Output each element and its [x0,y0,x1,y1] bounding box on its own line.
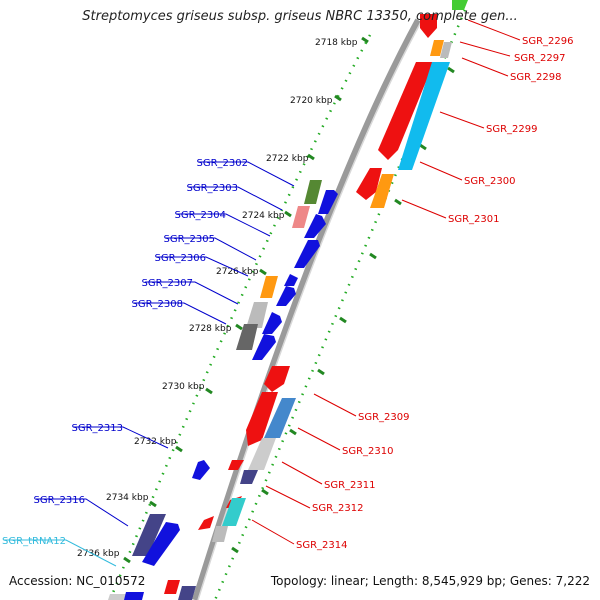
gene-sgr2314c-shape [212,526,228,542]
gene-label-sgr2304: SGR_2304 [175,210,227,221]
gene-label-sgr2300: SGR_2300 [464,176,516,187]
accession-text: Accession: NC_010572 [9,574,146,588]
ruler-label: 2722 kbp [266,154,309,164]
ruler-ticks [123,36,455,564]
reverse-genes [164,0,468,600]
gene-sgr2301-shape [370,174,394,208]
gene-sgr2311b-shape [228,460,244,470]
gene-sgr2310b-shape [264,398,296,438]
gene-sgr2308d-shape [252,334,276,360]
gene-bottom-navy [178,586,196,600]
forward-genes [108,180,338,600]
gene-sgr2316b-shape [142,522,180,566]
gene-label-sgr2298: SGR_2298 [510,72,562,83]
reverse-connectors [251,19,521,545]
gene-sgr2307-shape [260,276,278,298]
gene-sgr2307b-shape [276,286,296,306]
gene-sgr2300-shape [356,168,382,200]
gene-label-sgr2305: SGR_2305 [164,234,216,245]
ruler-label: 2726 kbp [216,267,259,277]
gene-green-top [452,0,468,10]
gene-sgr2314b-shape [198,516,214,530]
ruler-label: 2718 kbp [315,38,358,48]
gene-bottom-white [108,594,126,600]
forward-gene-labels: SGR_2302 SGR_2303 SGR_2304 SGR_2305 SGR_… [34,158,249,506]
gene-sgr2299-shape [398,62,450,170]
gene-sgr2312-shape [240,470,258,484]
gene-label-sgr2312: SGR_2312 [312,503,364,514]
gene-sgr2306-shape [284,274,298,286]
ruler-label: 2736 kbp [77,549,120,559]
gene-label-sgr2306: SGR_2306 [155,253,207,264]
ruler-label: 2730 kbp [162,382,205,392]
ruler-label: 2720 kbp [290,96,333,106]
gene-label-sgr2313: SGR_2313 [72,423,124,434]
gene-label-sgr2308: SGR_2308 [132,299,184,310]
ruler-label: 2728 kbp [189,324,232,334]
gene-sgr2308a-shape [246,302,268,328]
gene-label-sgr2302: SGR_2302 [197,158,249,169]
gene-sgr2304-shape [294,240,320,268]
gene-sgr2311-shape [248,438,276,470]
gene-sgr2303-shape [292,206,310,228]
gene-sgr2308b-shape [262,312,282,334]
gene-label-sgr2299: SGR_2299 [486,124,538,135]
gene-sgr2309-shape [264,366,290,392]
gene-bottom-blue [124,592,144,600]
gene-label-sgr2296: SGR_2296 [522,36,574,47]
gene-sgr2308c-shape [236,324,258,350]
gene-sgr2297-shape [430,40,444,56]
gene-label-sgr2311: SGR_2311 [324,480,376,491]
gene-label-sgr2309: SGR_2309 [358,412,410,423]
gene-sgr2313-shape [192,460,210,480]
forward-lane-dots [108,34,372,600]
gene-sgr2296-shape [420,14,437,38]
gene-label-sgr-trna12: SGR_tRNA12 [2,536,66,547]
trna-gene-labels: SGR_tRNA12 [2,536,66,547]
gene-label-sgr2307: SGR_2307 [142,278,194,289]
trna-connector [4,539,117,567]
ruler-label: 2734 kbp [106,493,149,503]
gene-label-sgr2301: SGR_2301 [448,214,500,225]
forward-connectors [36,161,295,527]
gene-sgr2297b-shape [440,42,452,58]
reverse-gene-labels: SGR_2296 SGR_2297 SGR_2298 SGR_2299 SGR_… [296,36,574,551]
ruler-label: 2724 kbp [242,211,285,221]
gene-label-sgr2297: SGR_2297 [514,53,566,64]
gene-sgr2303b-shape [304,214,326,238]
map-title: Streptomyces griseus subsp. griseus NBRC… [82,9,518,24]
gene-label-sgr2303: SGR_2303 [187,183,239,194]
gene-sgr2316a-shape [132,514,166,556]
gene-sgr2298-shape [378,62,434,160]
gene-label-sgr2316: SGR_2316 [34,495,86,506]
genome-summary-text: Topology: linear; Length: 8,545,929 bp; … [270,574,590,588]
genome-backbone-highlight [197,21,422,600]
gene-sgr2314a-shape [222,498,246,526]
gene-sgr2310a-shape [246,392,278,446]
gene-sgr2302-shape [304,180,322,204]
gene-bottom-red [164,580,180,594]
gene-label-sgr2314: SGR_2314 [296,540,348,551]
gene-label-sgr2310: SGR_2310 [342,446,394,457]
gene-sgr2302b-shape [318,190,338,214]
